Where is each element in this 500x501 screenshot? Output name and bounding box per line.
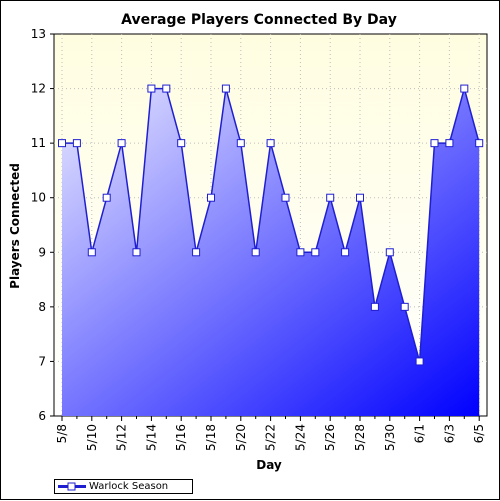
data-point <box>177 139 186 148</box>
data-point <box>132 248 141 257</box>
series-area <box>62 88 480 416</box>
y-tick-label: 13 <box>31 27 46 41</box>
x-tick-label: 5/18 <box>204 424 218 451</box>
y-tick-label: 11 <box>31 136 46 150</box>
data-point <box>251 248 260 257</box>
data-point <box>58 139 66 148</box>
x-tick-label: 5/10 <box>85 424 99 451</box>
data-point <box>207 193 215 202</box>
data-point <box>400 302 409 311</box>
data-point <box>415 357 424 366</box>
data-point <box>102 193 111 202</box>
legend-swatch <box>58 482 86 491</box>
x-tick-label: 5/24 <box>293 424 307 451</box>
data-point <box>117 139 126 148</box>
data-point <box>326 193 335 202</box>
y-tick-label: 12 <box>31 82 46 96</box>
data-point <box>370 302 379 311</box>
x-axis-title: Day <box>256 458 282 472</box>
data-point <box>385 248 394 257</box>
x-tick-label: 5/20 <box>234 424 248 451</box>
data-point <box>356 193 364 202</box>
y-tick-label: 8 <box>38 300 46 314</box>
data-point <box>475 139 484 148</box>
x-tick-label: 5/16 <box>174 424 188 451</box>
legend: Warlock Season <box>54 479 193 494</box>
x-tick-label: 5/30 <box>383 424 397 451</box>
x-tick-label: 5/12 <box>115 424 129 451</box>
y-axis-ticks: 6 7 8 9 10 11 12 13 <box>31 27 54 423</box>
data-point <box>281 193 290 202</box>
data-point <box>341 248 350 257</box>
y-axis-title: Players Connected <box>8 163 22 289</box>
x-tick-label: 5/22 <box>264 424 278 451</box>
data-point <box>460 84 469 93</box>
x-tick-label: 5/8 <box>55 424 69 443</box>
data-point <box>162 84 171 93</box>
y-tick-label: 6 <box>38 409 46 423</box>
x-tick-label: 6/1 <box>413 424 427 443</box>
data-point <box>296 248 305 257</box>
data-point <box>430 139 439 148</box>
x-tick-label: 5/28 <box>353 424 367 451</box>
data-point <box>147 84 156 93</box>
x-axis-ticks: 5/8 5/10 5/12 5/14 5/16 5/18 5/20 5/22 5/24 5/26 5… <box>55 416 486 451</box>
data-point <box>445 139 454 148</box>
x-tick-label: 6/3 <box>442 424 456 443</box>
chart-title: Average Players Connected By Day <box>121 12 397 28</box>
x-tick-label: 5/14 <box>144 424 158 451</box>
data-point <box>72 139 81 148</box>
data-point <box>311 248 320 257</box>
x-tick-label: 6/5 <box>472 424 486 443</box>
data-point <box>221 84 230 93</box>
data-point <box>236 139 245 148</box>
data-point <box>87 248 96 257</box>
y-tick-label: 7 <box>38 354 46 368</box>
y-tick-label: 9 <box>38 245 46 259</box>
x-tick-label: 5/26 <box>323 424 337 451</box>
y-tick-label: 10 <box>31 191 46 205</box>
legend-label: Warlock Season <box>89 481 169 492</box>
data-point <box>266 139 275 148</box>
data-point <box>192 248 201 257</box>
data-points <box>58 84 484 366</box>
